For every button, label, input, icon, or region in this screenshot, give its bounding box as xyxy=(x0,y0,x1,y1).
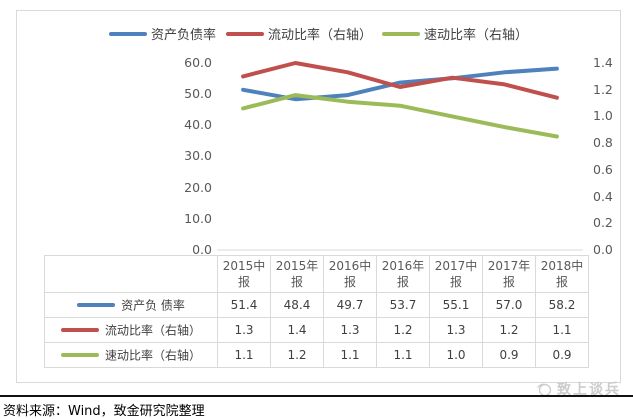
data-source-note: 资料来源：Wind，致金研究院整理 xyxy=(3,404,205,419)
table-cell: 1.2 xyxy=(270,342,324,368)
line-chart-plot xyxy=(217,61,583,251)
column-header: 2017年报 xyxy=(482,255,536,293)
column-header: 2016年报 xyxy=(376,255,430,293)
table-cell: 1.1 xyxy=(323,342,377,368)
row-label: 流动比率（右轴） xyxy=(104,323,201,338)
legend-line-swatch-blue xyxy=(108,31,147,36)
axis-tick-label: 60.0 xyxy=(184,55,212,70)
row-label-cell: 速动比率（右轴） xyxy=(44,342,218,368)
axis-tick-label: 0.2 xyxy=(593,215,613,231)
table-cell: 48.4 xyxy=(270,292,324,318)
table-cell: 1.2 xyxy=(376,317,430,343)
table-cell: 57.0 xyxy=(482,292,536,318)
legend-line-swatch-red xyxy=(225,31,264,36)
table-cell: 49.7 xyxy=(323,292,377,318)
column-header: 2015年报 xyxy=(270,255,324,293)
legend-item-current-ratio: 流动比率（右轴） xyxy=(225,24,372,43)
table-cell: 55.1 xyxy=(429,292,483,318)
left-axis-tick-labels: 60.0 50.0 40.0 30.0 20.0 10.0 0.0 xyxy=(155,55,212,258)
axis-tick-label: 0.4 xyxy=(593,188,613,204)
chart-data-table: 2015中报 2015年报 2016中报 2016年报 2017中报 2017年… xyxy=(44,255,589,368)
axis-tick-label: 1.0 xyxy=(593,108,613,124)
legend-item-quick-ratio: 速动比率（右轴） xyxy=(382,24,528,43)
chart-legend: 资产负债率 流动比率（右轴） 速动比率（右轴） xyxy=(17,24,620,43)
table-row-current-ratio: 流动比率（右轴） 1.3 1.4 1.3 1.2 1.3 1.2 1.1 xyxy=(44,317,589,343)
table-cell: 1.4 xyxy=(270,317,324,343)
legend-item-asset-liability-ratio: 资产负债率 xyxy=(108,24,216,43)
table-cell: 1.0 xyxy=(429,342,483,368)
axis-tick-label: 20.0 xyxy=(184,179,212,195)
legend-line-swatch-green xyxy=(382,31,420,36)
table-cell: 1.3 xyxy=(429,317,483,343)
table-corner-cell xyxy=(44,255,218,293)
chart-container: 资产负债率 流动比率（右轴） 速动比率（右轴） 60.0 50.0 40.0 30.0… xyxy=(16,10,621,383)
axis-tick-label: 0.8 xyxy=(593,135,613,151)
axis-tick-label: 30.0 xyxy=(184,148,212,164)
table-cell: 0.9 xyxy=(482,342,536,368)
right-axis-tick-labels: 1.4 1.2 1.0 0.8 0.6 0.4 0.2 0.0 xyxy=(593,55,633,258)
legend-line-swatch-blue xyxy=(77,303,116,308)
series-line-1 xyxy=(241,61,559,100)
table-cell: 1.1 xyxy=(535,317,589,343)
footer-divider-line xyxy=(0,395,633,397)
axis-tick-label: 50.0 xyxy=(184,86,212,102)
axis-tick-label: 1.4 xyxy=(593,55,613,70)
axis-tick-label: 0.6 xyxy=(593,161,613,177)
legend-line-swatch-red xyxy=(60,328,99,333)
axis-tick-label: 10.0 xyxy=(184,210,212,226)
table-cell: 0.9 xyxy=(535,342,589,368)
table-cell: 1.1 xyxy=(217,342,271,368)
watermark-text: 致上谈兵 xyxy=(557,382,621,398)
column-header: 2017中报 xyxy=(429,255,483,293)
table-cell: 58.2 xyxy=(535,292,589,318)
table-cell: 1.3 xyxy=(323,317,377,343)
table-row-quick-ratio: 速动比率（右轴） 1.1 1.2 1.1 1.1 1.0 0.9 0.9 xyxy=(44,342,589,368)
legend-label: 资产负债率 xyxy=(150,28,216,43)
table-cell: 1.1 xyxy=(376,342,430,368)
axis-tick-label: 40.0 xyxy=(184,117,212,133)
row-label-cell: 资产负 债率 xyxy=(44,292,218,318)
table-cell: 51.4 xyxy=(217,292,271,318)
series-line-2 xyxy=(241,93,559,139)
watermark: 致上谈兵 xyxy=(537,379,621,399)
table-header-row: 2015中报 2015年报 2016中报 2016年报 2017中报 2017年… xyxy=(44,255,589,293)
column-header: 2015中报 xyxy=(217,255,271,293)
axis-tick-label: 1.2 xyxy=(593,81,613,97)
table-row-asset-liability-ratio: 资产负 债率 51.4 48.4 49.7 53.7 55.1 57.0 58.… xyxy=(44,292,589,318)
legend-line-swatch-green xyxy=(60,353,99,358)
legend-label: 速动比率（右轴） xyxy=(424,28,529,43)
axis-tick-label: 0.0 xyxy=(192,241,212,257)
axis-tick-label: 0.0 xyxy=(593,241,613,257)
row-label: 资产负 债率 xyxy=(121,298,185,313)
table-cell: 53.7 xyxy=(376,292,430,318)
column-header: 2016中报 xyxy=(323,255,377,293)
table-cell: 1.2 xyxy=(482,317,536,343)
legend-label: 流动比率（右轴） xyxy=(267,28,372,43)
row-label-cell: 流动比率（右轴） xyxy=(44,317,218,343)
row-label: 速动比率（右轴） xyxy=(104,348,201,363)
column-header: 2018中报 xyxy=(535,255,589,293)
table-cell: 1.3 xyxy=(217,317,271,343)
series-line-0 xyxy=(241,66,559,102)
